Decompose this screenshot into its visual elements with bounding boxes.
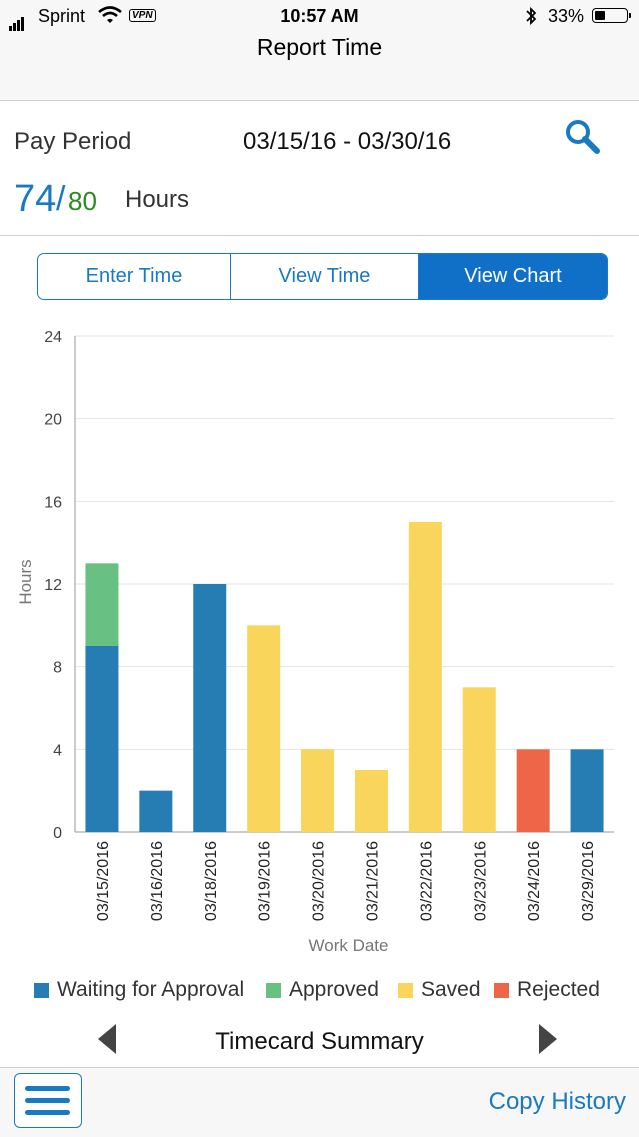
y-tick-label: 16 [44,494,62,511]
bar-segment [139,790,173,832]
y-tick-label: 12 [44,577,62,594]
signal-icon [9,10,25,31]
y-axis-title: Hours [16,559,35,604]
vpn-badge: VPN [129,9,156,22]
x-tick-label: 03/15/2016 [95,841,112,921]
bluetooth-icon [526,6,537,26]
battery-icon [592,8,631,23]
legend-label: Approved [289,978,379,1001]
bar-segment [85,646,119,832]
y-tick-label: 8 [53,660,62,677]
bar-segment [408,522,442,832]
x-tick-label: 03/22/2016 [418,841,435,921]
bar-segment [247,625,281,832]
bar-segment [85,563,119,646]
y-tick-label: 0 [53,825,62,842]
y-tick-label: 4 [53,742,62,759]
x-axis-title: Work Date [309,936,389,955]
legend-item: Saved [398,978,481,1002]
page-title: Report Time [256,34,383,60]
bar-segment [301,749,335,832]
x-tick-label: 03/23/2016 [472,841,489,921]
bar-segment [570,749,604,832]
legend-swatch [494,982,509,998]
hours-separator: / [56,180,66,218]
x-tick-label: 03/19/2016 [257,841,274,921]
x-tick-label: 03/16/2016 [149,841,166,921]
bar-segment [462,687,496,832]
legend-swatch [266,982,281,998]
legend-item: Approved [266,978,379,1002]
x-tick-label: 03/18/2016 [203,841,220,921]
timecard-summary-title: Timecard Summary [215,1028,424,1055]
legend-label: Saved [421,978,481,1001]
y-tick-label: 24 [44,329,62,346]
bar-segment [354,770,388,832]
legend-item: Rejected [494,978,600,1002]
legend-swatch [398,982,413,998]
chart-legend: Waiting for Approval Approved Saved Rejecte… [34,978,634,1006]
battery-percent: 33% [548,6,585,26]
legend-swatch [34,982,49,998]
tab-view-time[interactable]: View Time [231,254,419,299]
legend-label: Rejected [517,978,600,1001]
bar-segment [193,584,227,832]
tab-enter-time[interactable]: Enter Time [38,254,231,299]
legend-label: Waiting for Approval [57,978,245,1001]
x-tick-label: 03/20/2016 [311,841,328,921]
top-bar: Sprint VPN 10:57 AM 33% Report Time [0,0,639,101]
y-tick-label: 20 [44,412,62,429]
x-tick-label: 03/24/2016 [526,841,543,921]
carrier-name: Sprint [38,6,86,26]
x-tick-label: 03/29/2016 [580,841,597,921]
status-bar: Sprint VPN 10:57 AM 33% [0,0,639,32]
hours-bar-chart: 0 4 8 12 16 20 24 03/15/2016 03/16/2016 03/18/201… [16,329,614,955]
x-tick-label: 03/21/2016 [364,841,381,921]
previous-arrow-icon[interactable] [98,1024,116,1054]
divider [0,235,639,236]
next-arrow-icon[interactable] [539,1024,557,1054]
bar-segment [516,749,550,832]
search-icon[interactable] [563,118,603,158]
wifi-icon [98,6,122,23]
hours-label: Hours [125,186,190,213]
bottom-toolbar: Copy History [0,1067,639,1137]
tab-view-chart[interactable]: View Chart [419,254,607,299]
hours-total: 80 [68,186,97,216]
legend-item: Waiting for Approval [34,978,244,1002]
view-segmented-control: Enter Time View Time View Chart [37,253,608,300]
menu-icon[interactable] [14,1073,82,1128]
pay-period-label: Pay Period [14,128,132,155]
hours-reported: 74 [14,178,57,220]
copy-history-button[interactable]: Copy History [488,1088,626,1115]
pay-period-dates: 03/15/16 - 03/30/16 [243,128,452,155]
status-time: 10:57 AM [280,6,359,26]
